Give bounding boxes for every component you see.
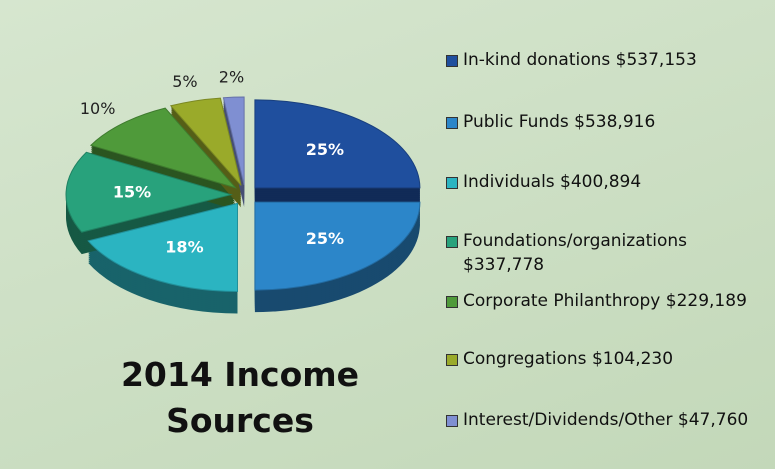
slice	[169, 97, 242, 186]
legend-item: Corporate Philanthropy $229,189	[446, 289, 766, 313]
legend-item: Individuals $400,894	[446, 170, 766, 194]
slice	[87, 202, 238, 292]
legend-swatch	[446, 415, 458, 427]
data-label: 18%	[165, 238, 203, 257]
pie-area: 25% 25% 18% 15% 10% 5% 2%	[65, 67, 421, 314]
data-label: 5%	[172, 72, 197, 91]
slice	[222, 96, 245, 186]
legend-swatch	[446, 296, 458, 308]
legend-label: Public Funds $538,916	[463, 112, 656, 132]
slice	[89, 107, 237, 189]
chart-title: 2014 Income Sources	[120, 355, 360, 440]
data-label: 25%	[306, 229, 344, 248]
legend-swatch	[446, 236, 458, 248]
data-label: 10%	[80, 99, 116, 118]
legend-swatch	[446, 354, 458, 366]
legend-item: Foundations/organizations $337,778	[446, 229, 766, 277]
legend-item: Public Funds $538,916	[446, 110, 766, 134]
legend-swatch	[446, 177, 458, 189]
slice	[65, 151, 233, 233]
legend-label: In-kind donations $537,153	[463, 50, 697, 70]
legend-item: In-kind donations $537,153	[446, 48, 766, 72]
legend-label: Foundations/organizations $337,778	[463, 231, 688, 275]
legend-label: Interest/Dividends/Other $47,760	[463, 410, 749, 430]
legend-label: Congregations $104,230	[463, 349, 674, 369]
legend-item: Congregations $104,230	[446, 347, 766, 371]
slice	[254, 201, 421, 291]
legend-label: Individuals $400,894	[463, 172, 642, 192]
legend-label: Corporate Philanthropy $229,189	[463, 291, 747, 311]
data-label: 25%	[306, 140, 344, 159]
legend-swatch	[446, 117, 458, 129]
data-label: 2%	[219, 67, 244, 86]
legend-item: Interest/Dividends/Other $47,760	[446, 408, 766, 432]
data-label: 15%	[113, 183, 151, 202]
slice	[254, 99, 421, 189]
legend-swatch	[446, 55, 458, 67]
